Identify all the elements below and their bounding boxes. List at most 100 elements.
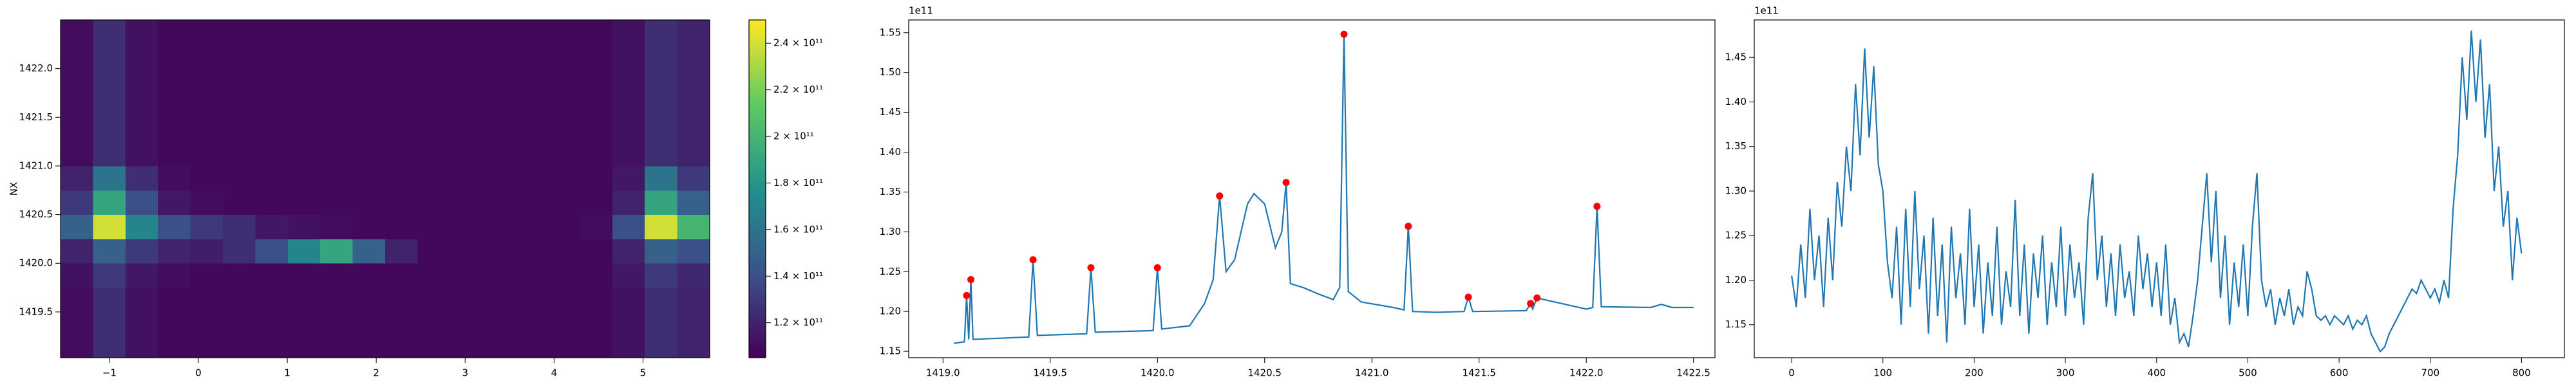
colorbar-segment bbox=[749, 48, 766, 51]
data-line bbox=[953, 34, 1694, 344]
x-tick-label: 300 bbox=[2056, 367, 2075, 379]
heatmap-cell bbox=[385, 117, 418, 142]
heatmap-cell bbox=[158, 263, 191, 288]
colorbar-segment bbox=[749, 281, 766, 285]
heatmap-cell bbox=[515, 311, 548, 337]
colorbar-segment bbox=[749, 160, 766, 164]
heatmap-cell bbox=[158, 20, 191, 45]
heatmap-cell bbox=[612, 311, 645, 337]
heatmap-cell bbox=[352, 336, 386, 358]
heatmap-cell bbox=[385, 336, 418, 358]
peak-marker bbox=[1593, 203, 1601, 210]
heatmap-cell bbox=[223, 239, 256, 264]
heatmap-cell bbox=[352, 214, 386, 239]
heatmap-cell bbox=[385, 20, 418, 45]
heatmap-cell bbox=[61, 142, 93, 167]
heatmap-cell bbox=[580, 44, 613, 69]
heatmap-cell bbox=[287, 288, 321, 313]
heatmap-cell bbox=[190, 239, 223, 264]
colorbar-segment bbox=[749, 203, 766, 207]
heatmap-cell bbox=[255, 288, 289, 313]
heatmap-cell bbox=[450, 190, 483, 216]
x-tick-label: 2 bbox=[373, 367, 379, 379]
heatmap-cell bbox=[450, 239, 483, 264]
heatmap-cell bbox=[255, 117, 289, 142]
heatmap-cell bbox=[125, 214, 158, 239]
colorbar-segment bbox=[749, 183, 766, 187]
colorbar-segment bbox=[749, 208, 766, 212]
colorbar-segment bbox=[749, 223, 766, 226]
heatmap-cell bbox=[158, 117, 191, 142]
heatmap-cell bbox=[612, 44, 645, 69]
colorbar-segment bbox=[749, 313, 766, 316]
heatmap-cell bbox=[450, 214, 483, 239]
heatmap-cell bbox=[158, 93, 191, 118]
heatmap-cell bbox=[158, 288, 191, 313]
heatmap-cell bbox=[125, 20, 158, 45]
colorbar-segment bbox=[749, 245, 766, 248]
x-tick-label: 1422.0 bbox=[1569, 367, 1604, 379]
colorbar-segment bbox=[749, 270, 766, 274]
x-tick-label: 3 bbox=[462, 367, 469, 379]
colorbar-segment bbox=[749, 352, 766, 356]
heatmap-cell bbox=[61, 239, 93, 264]
heatmap-cell bbox=[320, 311, 354, 337]
colorbar-segment bbox=[749, 200, 766, 203]
heatmap-cell bbox=[515, 336, 548, 358]
heatmap-cell bbox=[417, 165, 451, 191]
colorbar-segment bbox=[749, 262, 766, 266]
x-tick-label: 0 bbox=[195, 367, 202, 379]
heatmap-cell bbox=[515, 117, 548, 142]
colorbar-segment bbox=[749, 326, 766, 330]
colorbar-segment bbox=[749, 39, 766, 43]
heatmap-cell bbox=[417, 336, 451, 358]
heatmap-cell bbox=[158, 142, 191, 167]
colorbar-segment bbox=[749, 138, 766, 142]
colorbar-segment bbox=[749, 293, 766, 297]
heatmap-cell bbox=[320, 142, 354, 167]
heatmap-cell bbox=[612, 239, 645, 264]
heatmap-cell bbox=[255, 239, 289, 264]
heatmap-cell bbox=[223, 214, 256, 239]
heatmap-cell bbox=[93, 190, 126, 216]
heatmap-cell bbox=[287, 263, 321, 288]
colorbar-segment bbox=[749, 96, 766, 100]
heatmap-cell bbox=[61, 117, 93, 142]
colorbar-segment bbox=[749, 214, 766, 217]
heatmap-cell bbox=[515, 165, 548, 191]
heatmap-cell bbox=[223, 311, 256, 337]
heatmap-cell bbox=[515, 214, 548, 239]
heatmap-cell bbox=[125, 117, 158, 142]
colorbar-segment bbox=[749, 107, 766, 111]
heatmap-cell bbox=[645, 288, 678, 313]
y-tick-label: 1.40 bbox=[880, 146, 901, 158]
heatmap-cell bbox=[158, 214, 191, 239]
heatmap-cell bbox=[320, 263, 354, 288]
heatmap-cell bbox=[677, 288, 710, 313]
colorbar-segment bbox=[749, 118, 766, 122]
heatmap-cell bbox=[580, 239, 613, 264]
heatmap-cell bbox=[125, 142, 158, 167]
heatmap-cell bbox=[352, 311, 386, 337]
y-tick-label: 1419.5 bbox=[19, 306, 53, 317]
colorbar-segment bbox=[749, 110, 766, 113]
colorbar-segment bbox=[749, 45, 766, 49]
x-tick-label: 400 bbox=[2147, 367, 2166, 379]
heatmap-cell bbox=[580, 214, 613, 239]
heatmap-cell bbox=[190, 311, 223, 337]
heatmap-cell bbox=[645, 44, 678, 69]
axes-frame bbox=[908, 19, 1716, 358]
colorbar-segment bbox=[749, 268, 766, 271]
heatmap-cell bbox=[385, 288, 418, 313]
colorbar-segment bbox=[749, 158, 766, 161]
heatmap-cell bbox=[93, 336, 126, 358]
heatmap-cell bbox=[417, 68, 451, 93]
heatmap-cell bbox=[547, 190, 580, 216]
heatmap-cell bbox=[61, 263, 93, 288]
colorbar-segment bbox=[749, 51, 766, 55]
colorbar-segment bbox=[749, 259, 766, 262]
heatmap-cell bbox=[677, 117, 710, 142]
heatmap-cell bbox=[125, 190, 158, 216]
heatmap-cell bbox=[482, 142, 516, 167]
